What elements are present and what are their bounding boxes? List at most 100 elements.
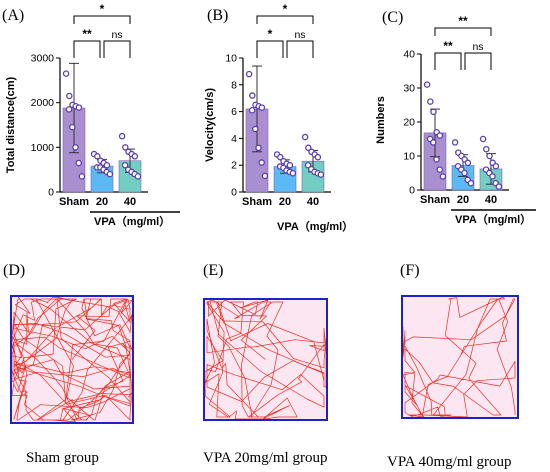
- data-point: [486, 152, 493, 160]
- caption-vpa40: VPA 40mg/ml group: [387, 454, 511, 470]
- data-point: [78, 173, 86, 180]
- trajectory-path: [11, 296, 133, 423]
- trajectory-path: [204, 299, 327, 420]
- data-point: [289, 169, 297, 177]
- data-point: [72, 144, 79, 151]
- y-axis-label: Total distance(cm): [5, 76, 17, 173]
- data-point: [314, 153, 322, 161]
- y-tick-label: 0: [48, 187, 54, 199]
- y-tick-label: 2: [231, 160, 237, 172]
- group-label: VPA（mg/ml）: [277, 220, 353, 233]
- data-point: [75, 104, 83, 111]
- data-point: [317, 171, 325, 178]
- sig-bracket: [464, 52, 492, 70]
- data-point: [69, 123, 76, 131]
- panel-label-f: (F): [400, 262, 420, 279]
- sig-bracket: [256, 40, 284, 58]
- data-point: [62, 70, 70, 77]
- panel-label-c: (C): [382, 9, 403, 26]
- y-tick-label: 2000: [31, 97, 55, 109]
- panel-label-a: (A): [2, 7, 24, 24]
- data-point: [461, 169, 468, 177]
- arena-border: [10, 295, 134, 424]
- sig-bracket: [434, 52, 462, 70]
- group-label: VPA（mg/ml）: [94, 215, 170, 228]
- sig-label: ns: [294, 29, 305, 41]
- data-point: [249, 92, 256, 99]
- data-point: [430, 108, 437, 116]
- sig-bracket: [256, 15, 314, 24]
- data-point: [252, 125, 259, 133]
- data-point: [131, 153, 139, 160]
- trajectory-path: [402, 296, 516, 418]
- data-point: [483, 145, 490, 153]
- sig-bracket: [434, 27, 492, 36]
- data-point: [255, 144, 262, 152]
- data-point: [451, 139, 459, 146]
- sig-bracket: [103, 40, 131, 58]
- category-label: 20: [457, 194, 469, 206]
- data-point: [305, 144, 312, 152]
- arena-border: [401, 295, 519, 419]
- data-point: [495, 183, 503, 190]
- data-point: [427, 98, 434, 105]
- data-point: [103, 161, 111, 169]
- data-point: [467, 179, 475, 187]
- trajectory-vpa40: [401, 295, 519, 419]
- category-label: 20: [279, 196, 291, 208]
- sig-label: **: [443, 39, 453, 53]
- category-label: Sham: [420, 194, 450, 206]
- data-point: [301, 133, 309, 141]
- category-label: 20: [96, 196, 108, 208]
- data-point: [261, 172, 269, 180]
- data-point: [134, 173, 142, 180]
- data-point: [121, 161, 129, 169]
- chart-velocity: 0 2 4 6 8 10 Velocity(cm/s) Sham 20 40 * * ns VPA（mg/…: [204, 2, 353, 233]
- data-point: [258, 159, 265, 166]
- sig-label: **: [82, 27, 92, 41]
- sig-bracket: [73, 40, 101, 58]
- y-axis-label: Numbers: [375, 96, 387, 144]
- sig-label: *: [283, 2, 288, 16]
- y-tick-label: 10: [225, 53, 237, 65]
- category-label: 40: [485, 194, 497, 206]
- data-point: [248, 107, 256, 114]
- category-label: Sham: [242, 196, 272, 208]
- y-tick-label: 10: [403, 151, 415, 163]
- sig-label: ns: [472, 41, 483, 53]
- panel-label-b: (B): [207, 7, 228, 24]
- data-point: [492, 162, 500, 170]
- y-tick-label: 20: [403, 117, 415, 129]
- y-tick-label: 6: [231, 106, 237, 118]
- data-point: [430, 139, 437, 146]
- data-point: [66, 92, 73, 100]
- group-label: VPA（mg/ml）: [455, 213, 531, 226]
- sig-label: *: [100, 2, 105, 16]
- data-point: [479, 135, 487, 143]
- category-label: Sham: [59, 196, 89, 208]
- data-point: [439, 173, 447, 180]
- data-point: [436, 166, 443, 173]
- chart-numbers: 0 10 20 30 40 Numbers Sham 20 40 ** ** ns VPA（mg/ml）: [375, 14, 536, 226]
- y-tick-label: 0: [231, 187, 237, 199]
- caption-vpa20: VPA 20mg/ml group: [203, 450, 327, 466]
- sig-bracket: [73, 15, 131, 24]
- sig-label: **: [458, 14, 468, 28]
- y-tick-label: 8: [231, 79, 237, 91]
- caption-sham: Sham group: [26, 450, 99, 466]
- chart-total-distance: 0 1000 2000 3000 Total distance(cm) Sham 20 40 *…: [5, 2, 180, 228]
- y-axis-label: Velocity(cm/s): [204, 88, 216, 162]
- data-point: [423, 81, 431, 88]
- data-point: [436, 132, 444, 139]
- data-point: [464, 159, 472, 167]
- category-label: 40: [307, 196, 319, 208]
- y-tick-label: 0: [409, 185, 415, 197]
- data-point: [122, 144, 129, 151]
- data-point: [245, 70, 253, 78]
- y-tick-label: 4: [231, 133, 237, 145]
- data-point: [258, 104, 266, 111]
- trajectory-sham: [10, 295, 134, 424]
- data-point: [118, 132, 126, 140]
- data-point: [75, 159, 82, 167]
